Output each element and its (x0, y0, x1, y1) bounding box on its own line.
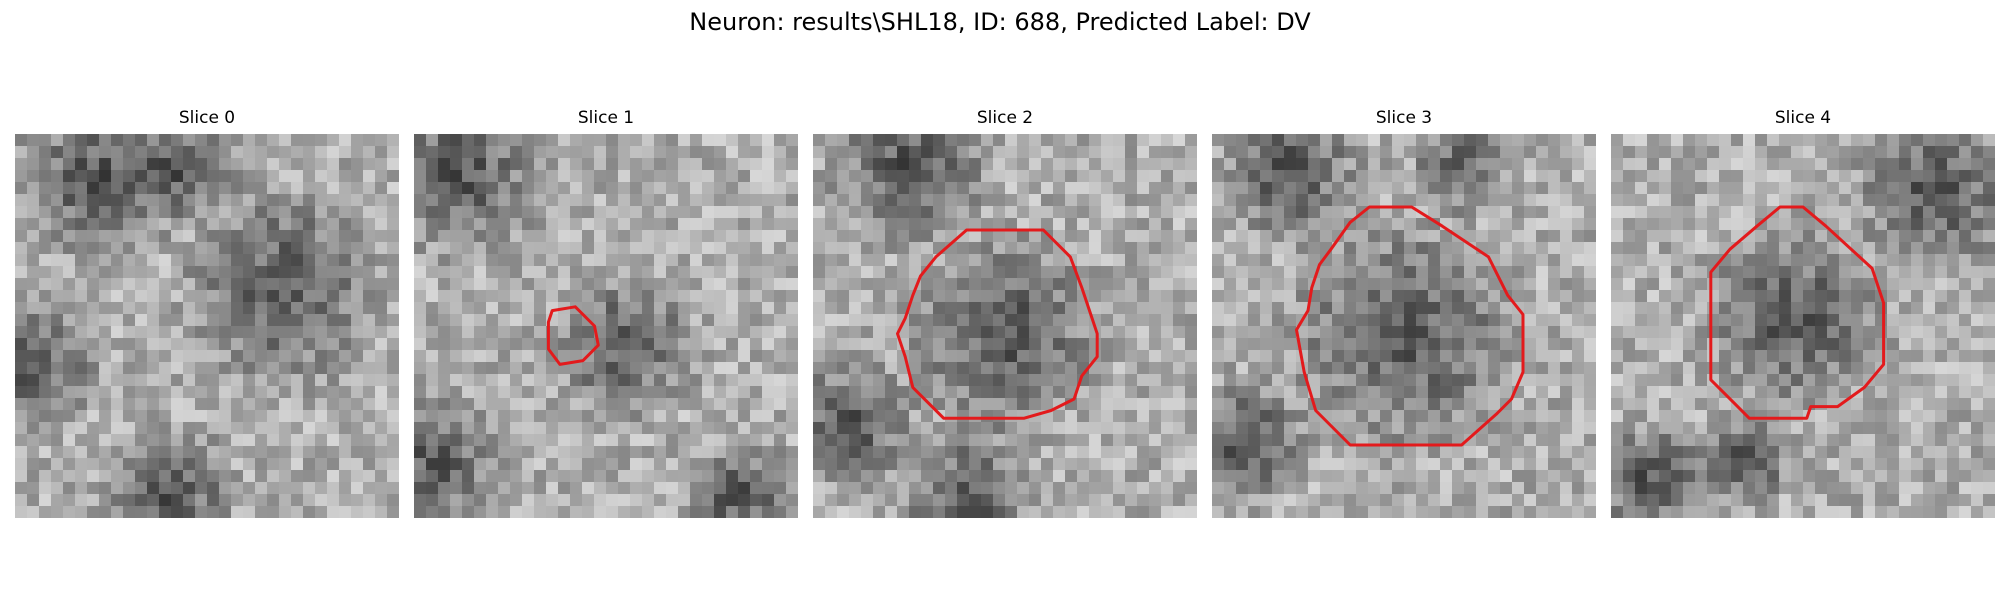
roi-contour (546, 305, 600, 366)
slice-image (414, 134, 798, 518)
slice-panel-1: Slice 1 (414, 108, 798, 520)
roi-contour (896, 228, 1099, 420)
slice-image (1611, 134, 1995, 518)
pixel-grid (15, 134, 399, 518)
slice-panel-2: Slice 2 (813, 108, 1197, 520)
pixel-grid (414, 134, 798, 518)
slice-title: Slice 2 (976, 108, 1034, 128)
pixel-grid (1611, 134, 1995, 518)
slice-panel-4: Slice 4 (1611, 108, 1995, 520)
figure-title: Neuron: results\SHL18, ID: 688, Predicte… (689, 8, 1311, 36)
pixel-grid (813, 134, 1197, 518)
roi-contour (1709, 205, 1886, 420)
pixel-grid (1212, 134, 1596, 518)
roi-contour (1295, 205, 1525, 447)
slice-title: Slice 4 (1774, 108, 1832, 128)
slice-title: Slice 3 (1375, 108, 1433, 128)
slice-title: Slice 0 (178, 108, 236, 128)
slice-image (1212, 134, 1596, 518)
slice-image (813, 134, 1197, 518)
slice-panel-3: Slice 3 (1212, 108, 1596, 520)
slice-image (15, 134, 399, 518)
slice-title: Slice 1 (577, 108, 635, 128)
slice-panel-0: Slice 0 (15, 108, 399, 520)
